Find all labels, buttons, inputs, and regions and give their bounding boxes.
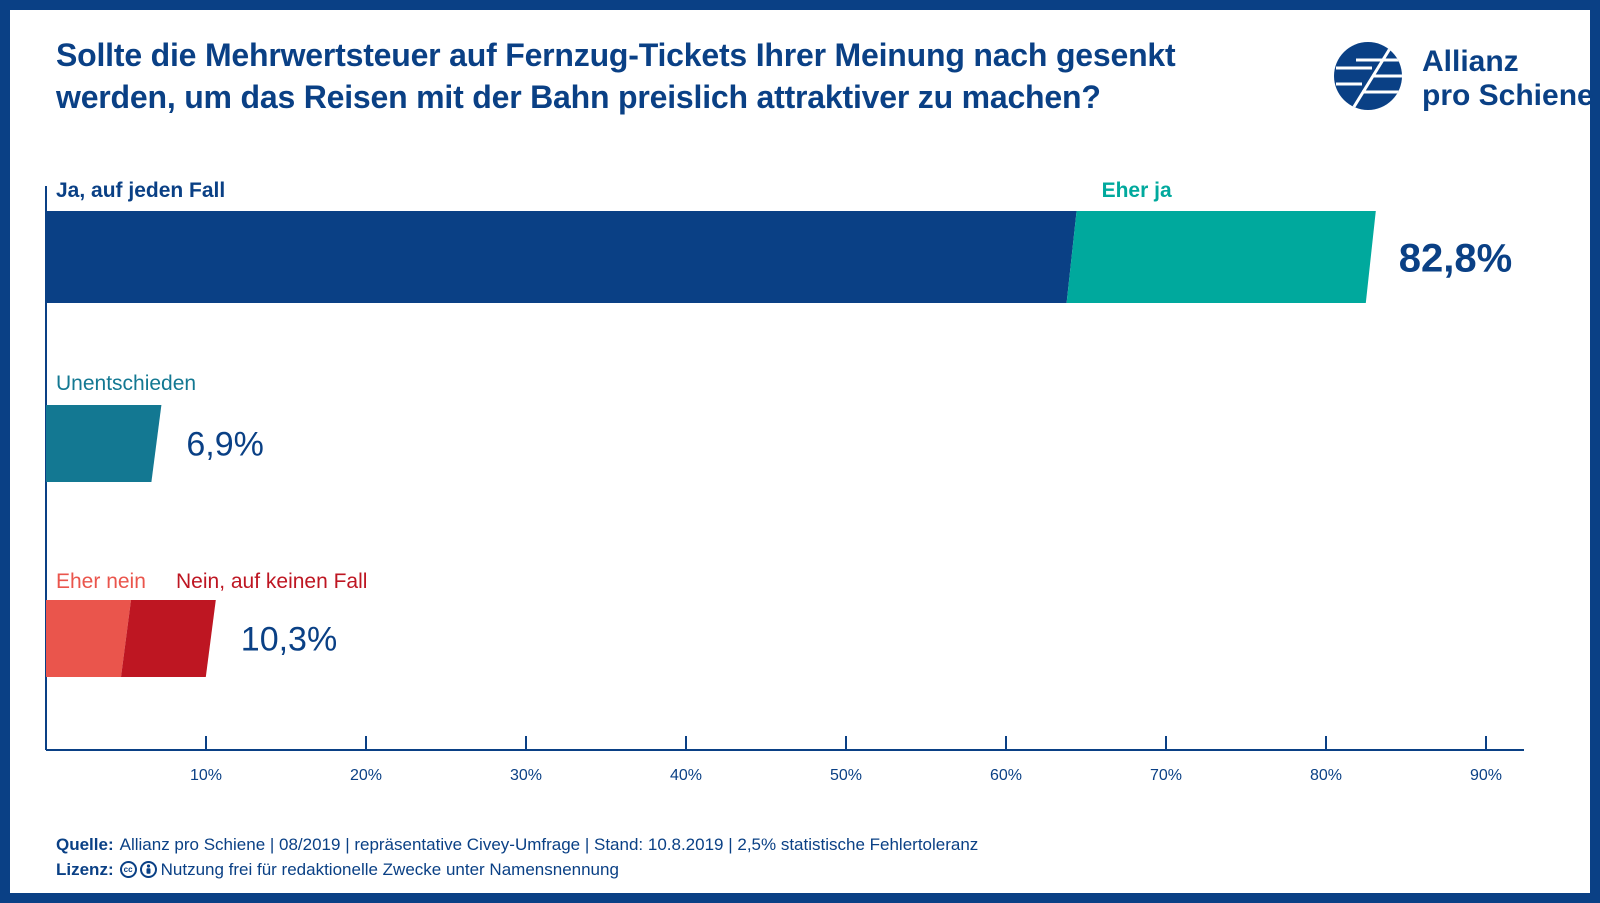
- logo-text-line-1: Allianz: [1422, 45, 1519, 78]
- footer: Quelle: Allianz pro Schiene | 08/2019 | …: [56, 832, 978, 882]
- x-tick-label: 20%: [350, 767, 382, 784]
- attribution-icon: [139, 861, 157, 878]
- creative-commons-icon: cc: [119, 861, 137, 878]
- bar-chart: 10% 20% 30% 40% 50% 60% 70% 80% 90% Ja, auf jeden…: [45, 179, 1524, 784]
- category-label: Ja, auf jeden Fall: [56, 179, 225, 202]
- chart-title: Sollte die Mehrwertsteuer auf Fernzug-Ti…: [56, 37, 1176, 115]
- x-tick-label: 30%: [510, 767, 542, 784]
- total-value-label: 10,3%: [241, 621, 337, 659]
- source-line: Quelle: Allianz pro Schiene | 08/2019 | …: [56, 832, 978, 857]
- category-label: Eher ja: [1102, 179, 1172, 202]
- x-tick-label: 40%: [670, 767, 702, 784]
- license-key: Lizenz:: [56, 860, 114, 879]
- x-tick-label: 80%: [1310, 767, 1342, 784]
- license-text: Nutzung frei für redaktionelle Zwecke un…: [160, 860, 619, 879]
- total-value-label: 6,9%: [186, 426, 264, 464]
- bar-segment-nein-auf-keinen-fall: [121, 600, 216, 677]
- x-tick-label: 10%: [190, 767, 222, 784]
- bar-segment-ja-auf-jeden-fall: [46, 211, 1077, 303]
- x-tick-label: 50%: [830, 767, 862, 784]
- logo: Allianz pro Schiene: [1332, 40, 1594, 120]
- category-label: Eher nein: [56, 570, 146, 593]
- category-label: Nein, auf keinen Fall: [176, 570, 367, 593]
- logo-text-line-2: pro Schiene: [1422, 79, 1594, 112]
- x-tick-label: 70%: [1150, 767, 1182, 784]
- total-value-label: 82,8%: [1399, 236, 1512, 280]
- bar-segment-eher-ja: [1066, 211, 1376, 303]
- source-text: Allianz pro Schiene | 08/2019 | repräsen…: [119, 835, 979, 854]
- x-tick-label: 60%: [990, 767, 1022, 784]
- source-key: Quelle:: [56, 835, 114, 854]
- bar-segment-eher-nein: [46, 600, 131, 677]
- allianz-pro-schiene-logo-icon: [1334, 42, 1402, 110]
- bar-segment-unentschieden: [46, 405, 162, 482]
- category-label: Unentschieden: [56, 372, 196, 395]
- x-tick-label: 90%: [1470, 767, 1502, 784]
- license-line: Lizenz: cc Nutzung frei für redaktionell…: [56, 857, 978, 882]
